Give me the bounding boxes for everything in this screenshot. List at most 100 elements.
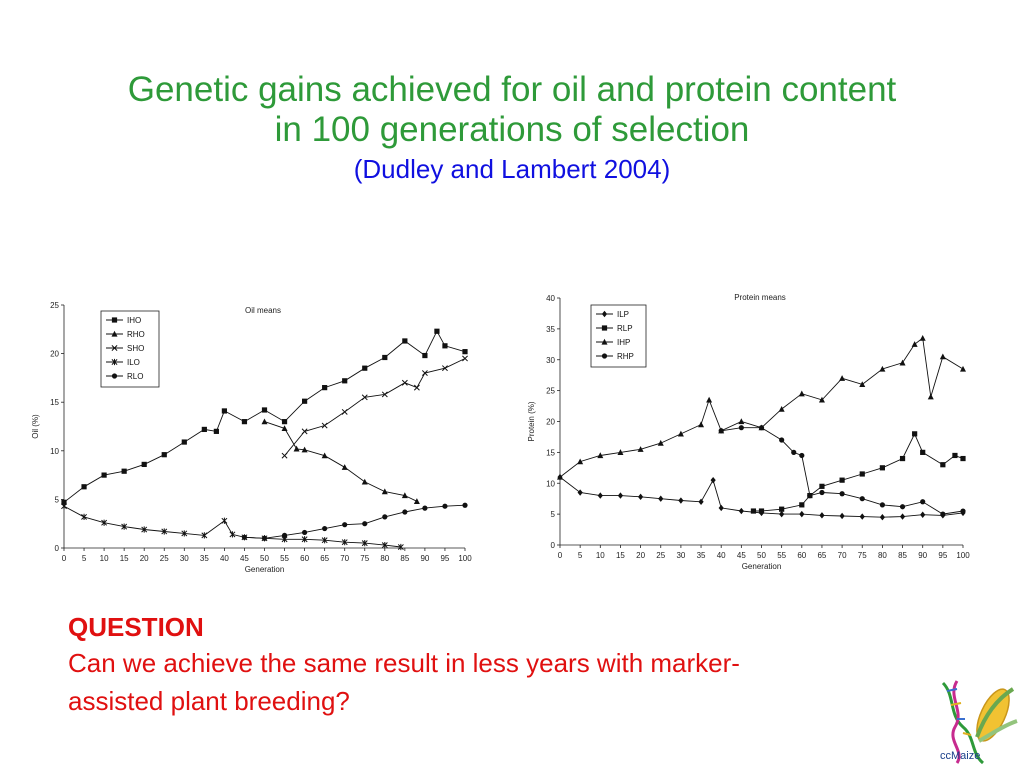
chart-1-x-tick-label: 35 xyxy=(200,554,209,563)
chart-1-point-SHO xyxy=(441,365,448,372)
chart-2-point-ILP xyxy=(899,513,906,520)
chart-2-series-RHP-line xyxy=(721,427,964,515)
chart-1-x-tick-label: 30 xyxy=(180,554,189,563)
chart-1-point-RLO xyxy=(442,503,448,509)
chart-2-point-ILP xyxy=(779,510,785,518)
chart-2-y-tick-label: 5 xyxy=(551,510,556,519)
chart-2-point-IHP xyxy=(778,405,785,412)
chart-2-y-tick-label: 40 xyxy=(546,294,555,303)
chart-2-point-RHP xyxy=(807,493,813,499)
chart-1-point-RLO xyxy=(422,505,428,511)
chart-2-point-IHP xyxy=(859,381,866,388)
chart-1-legend-marker-ILO xyxy=(111,358,118,366)
chart-2-point-RLP xyxy=(779,506,785,512)
chart-1-point-SHO xyxy=(381,391,388,398)
chart-1-title: Oil means xyxy=(245,306,281,315)
chart-1-point-IHO xyxy=(382,354,388,361)
chart-2-point-RHP xyxy=(779,437,785,443)
chart-2-point-ILP xyxy=(678,497,684,504)
chart-2-point-IHP xyxy=(738,418,745,425)
chart-2-x-tick-label: 20 xyxy=(636,551,645,560)
chart-2-x-tick-label: 50 xyxy=(757,551,766,560)
chart-2-point-RLP xyxy=(750,508,757,514)
chart-2-point-ILP xyxy=(710,476,716,484)
chart-2-x-tick-label: 85 xyxy=(898,551,907,560)
question-line-1: Can we achieve the same result in less y… xyxy=(68,648,740,678)
chart-2-x-tick-label: 35 xyxy=(697,551,706,560)
chart-2-point-RLP xyxy=(879,465,885,471)
chart-1-point-ILO xyxy=(81,513,88,520)
chart-2-x-tick-label: 70 xyxy=(838,551,847,560)
chart-1-x-axis-label: Generation xyxy=(245,565,285,574)
chart-1-point-RLO xyxy=(342,522,348,528)
chart-2-point-RLP xyxy=(960,455,966,462)
chart-2-x-tick-label: 60 xyxy=(797,551,806,560)
chart-2-point-ILP xyxy=(839,512,845,520)
chart-2-point-RHP xyxy=(718,428,724,434)
question-line-2: assisted plant breeding? xyxy=(68,686,350,716)
chart-1-series-RLO xyxy=(241,502,468,541)
chart-2-point-IHP xyxy=(927,393,934,400)
chart-2-point-ILP xyxy=(658,495,664,502)
chart-1-point-RLO xyxy=(322,525,328,532)
chart-1-x-tick-label: 90 xyxy=(420,554,429,563)
chart-1-point-RHO xyxy=(401,492,408,499)
chart-2-y-tick-label: 20 xyxy=(546,418,555,427)
chart-1-legend-marker-SHO xyxy=(111,345,118,351)
chart-2-legend-label-RLP: RLP xyxy=(617,324,633,333)
chart-1-point-SHO xyxy=(321,422,328,429)
chart-2-y-tick-label: 25 xyxy=(546,387,555,396)
chart-2-point-IHP xyxy=(637,446,644,452)
chart-2-x-tick-label: 90 xyxy=(918,551,927,560)
chart-2-x-tick-label: 25 xyxy=(656,551,665,560)
chart-2-x-tick-label: 55 xyxy=(777,551,786,560)
chart-1-point-RHO xyxy=(293,445,300,452)
chart-2-point-RLP xyxy=(940,462,946,468)
chart-2-x-tick-label: 0 xyxy=(558,551,563,560)
chart-2-point-ILP xyxy=(799,510,805,518)
chart-1-point-ILO xyxy=(61,503,67,510)
chart-1-point-IHO xyxy=(161,452,167,458)
chart-2-point-RLP xyxy=(912,431,918,437)
chart-2-point-RLP xyxy=(819,483,825,489)
chart-2-point-IHP xyxy=(597,452,604,459)
chart-2-y-tick-label: 10 xyxy=(546,479,555,488)
chart-1-point-IHO xyxy=(322,385,328,391)
chart-2-point-RLP xyxy=(899,455,906,462)
chart-1-legend-label-RHO: RHO xyxy=(127,330,145,339)
chart-1-point-RHO xyxy=(261,418,268,425)
chart-1-x-tick-label: 95 xyxy=(440,554,449,563)
chart-2-point-IHP xyxy=(899,359,906,366)
chart-2-point-IHP xyxy=(839,375,846,381)
chart-1-point-ILO xyxy=(301,536,308,543)
chart-1-point-ILO xyxy=(321,537,328,544)
chart-2-point-RHP xyxy=(920,499,926,505)
chart-1-series-ILO xyxy=(61,503,404,551)
chart-1-x-tick-label: 100 xyxy=(458,554,472,563)
chart-2-point-ILP xyxy=(638,493,644,501)
question-block: QUESTION Can we achieve the same result … xyxy=(68,610,968,720)
chart-2-legend-label-IHP: IHP xyxy=(617,338,630,347)
chart-2-point-RHP xyxy=(819,489,825,496)
chart-2-legend-marker-ILP xyxy=(601,310,608,318)
chart-1-point-IHO xyxy=(213,428,219,434)
chart-2-point-ILP xyxy=(698,498,704,505)
chart-2-point-ILP xyxy=(577,489,583,496)
chart-1-x-tick-label: 25 xyxy=(160,554,169,563)
chart-2-x-axis-label: Generation xyxy=(742,562,782,571)
chart-2-x-tick-label: 75 xyxy=(858,551,867,560)
chart-2-x-tick-label: 5 xyxy=(578,551,583,560)
chart-2-point-RLP xyxy=(952,452,958,459)
chart-1-series-ILO-line xyxy=(63,505,401,548)
logo-text: ccMaize xyxy=(940,750,981,762)
chart-1-point-IHO xyxy=(422,352,428,359)
chart-2-x-tick-label: 45 xyxy=(737,551,746,560)
chart-1-legend-label-SHO: SHO xyxy=(127,344,144,353)
chart-2-legend-box xyxy=(590,304,647,368)
chart-1-point-RLO xyxy=(362,521,368,527)
chart-1-legend-marker-IHO xyxy=(111,317,118,323)
chart-1-point-RHO xyxy=(341,464,348,470)
chart-1-point-IHO xyxy=(201,426,207,433)
chart-2-x-tick-label: 15 xyxy=(616,551,625,560)
chart-2-point-IHP xyxy=(879,365,886,372)
